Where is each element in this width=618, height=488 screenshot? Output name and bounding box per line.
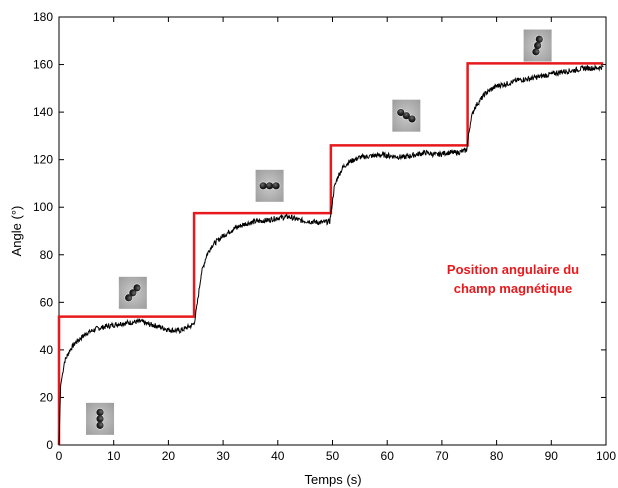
y-tick-label: 140 — [33, 105, 53, 119]
x-tick-label: 20 — [162, 449, 176, 463]
x-tick-label: 30 — [216, 449, 230, 463]
y-tick-label: 20 — [40, 390, 54, 404]
bead-image — [523, 29, 552, 62]
bead-image — [118, 276, 147, 309]
y-axis-label: Angle (°) — [9, 206, 24, 257]
x-axis-ticks: 0 10 20 30 40 50 60 70 80 90 100 — [56, 17, 616, 463]
x-axis-label: Temps (s) — [304, 472, 361, 487]
bead — [259, 182, 267, 190]
annotation-line-1: Position angulaire du — [447, 262, 579, 277]
bead-image — [255, 169, 284, 202]
annotation-line-2: champ magnétique — [454, 281, 572, 296]
plot-area — [58, 16, 607, 446]
x-tick-label: 100 — [596, 449, 616, 463]
x-tick-label: 40 — [271, 449, 285, 463]
bead — [133, 284, 141, 292]
bead — [125, 294, 133, 302]
bead — [265, 182, 274, 190]
y-tick-label: 0 — [46, 438, 53, 452]
bead — [272, 182, 280, 190]
bead-image — [392, 99, 421, 132]
bead — [96, 421, 104, 429]
bead — [397, 108, 405, 117]
x-tick-label: 70 — [435, 449, 449, 463]
x-tick-label: 80 — [490, 449, 504, 463]
x-tick-label: 90 — [545, 449, 559, 463]
bead — [96, 415, 104, 423]
y-tick-label: 100 — [33, 200, 53, 214]
bead — [532, 48, 540, 56]
x-tick-label: 0 — [56, 449, 63, 463]
y-tick-label: 80 — [40, 248, 54, 262]
y-axis-ticks: 0 20 40 60 80 100 120 140 160 180 — [33, 10, 606, 452]
bead-angle-line — [58, 63, 604, 446]
bead — [408, 115, 416, 123]
series-layer — [57, 62, 604, 446]
bead — [402, 112, 410, 120]
y-tick-label: 60 — [40, 295, 54, 309]
bead — [129, 289, 137, 297]
bead — [96, 408, 104, 416]
x-tick-label: 50 — [326, 449, 340, 463]
x-tick-label: 60 — [381, 449, 395, 463]
x-tick-label: 10 — [107, 449, 121, 463]
bead — [535, 35, 543, 43]
y-tick-label: 120 — [33, 153, 53, 167]
bead-image-layer — [86, 29, 552, 435]
y-tick-label: 160 — [33, 58, 53, 72]
bead-image — [86, 402, 115, 435]
y-tick-label: 40 — [40, 343, 54, 357]
y-tick-label: 180 — [33, 10, 53, 24]
bead — [534, 41, 542, 50]
